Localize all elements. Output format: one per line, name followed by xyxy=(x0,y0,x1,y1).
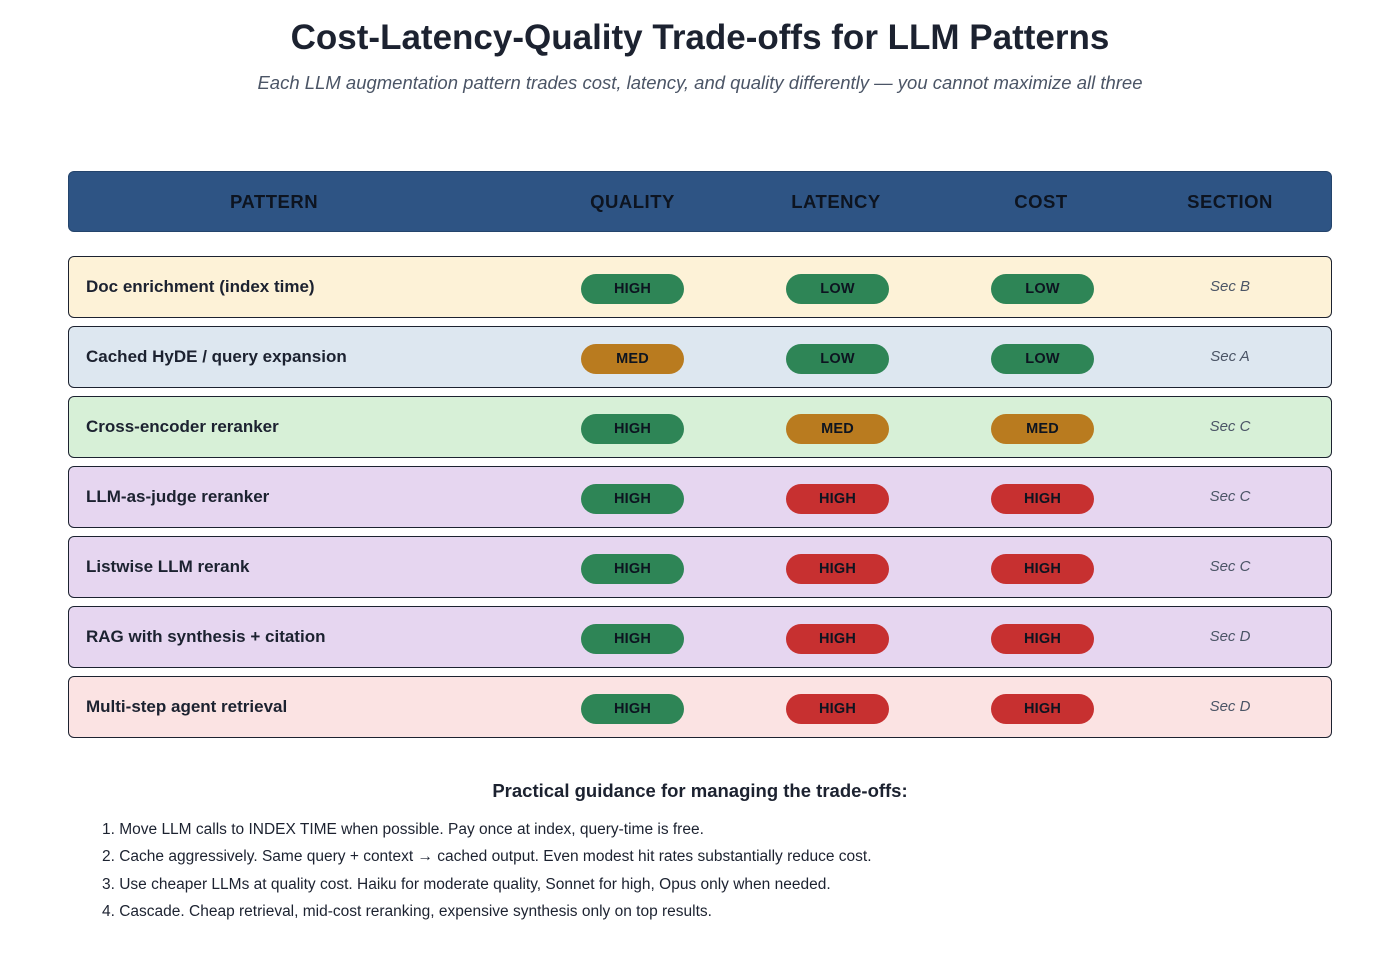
section-ref: Sec C xyxy=(1209,418,1251,435)
latency-badge: HIGH xyxy=(786,553,889,584)
table-row: Multi-step agent retrieval HIGH HIGH HIGH Se… xyxy=(68,676,1332,738)
header-quality: QUALITY xyxy=(590,191,675,212)
page-subtitle: Each LLM augmentation pattern trades cos… xyxy=(257,72,1143,93)
latency-badge: HIGH xyxy=(786,693,889,724)
quality-badge: HIGH xyxy=(581,413,684,444)
pattern-name: Cached HyDE / query expansion xyxy=(86,347,347,366)
header-cost: COST xyxy=(1014,191,1068,212)
latency-badge: HIGH xyxy=(786,623,889,654)
guidance-item: 4. Cascade. Cheap retrieval, mid-cost re… xyxy=(102,902,712,920)
guidance-title: Practical guidance for managing the trad… xyxy=(492,780,908,801)
quality-badge: HIGH xyxy=(581,693,684,724)
table-rows: Doc enrichment (index time) HIGH LOW LOW Sec… xyxy=(68,256,1332,746)
quality-badge: MED xyxy=(581,343,684,374)
pattern-name: Listwise LLM rerank xyxy=(86,557,250,576)
section-ref: Sec B xyxy=(1209,278,1251,295)
quality-badge: HIGH xyxy=(581,483,684,514)
table-row: Cross-encoder reranker HIGH MED MED Sec C xyxy=(68,396,1332,458)
cost-badge: MED xyxy=(991,413,1094,444)
section-ref: Sec C xyxy=(1209,558,1251,575)
pattern-name: Multi-step agent retrieval xyxy=(86,697,288,716)
table-row: LLM-as-judge reranker HIGH HIGH HIGH Sec C xyxy=(68,466,1332,528)
latency-badge: HIGH xyxy=(786,483,889,514)
guidance-item: 2. Cache aggressively. Same query + cont… xyxy=(102,848,872,866)
table-row: Cached HyDE / query expansion MED LOW LOW Se… xyxy=(68,326,1332,388)
section-ref: Sec D xyxy=(1209,698,1251,715)
page-title: Cost-Latency-Quality Trade-offs for LLM … xyxy=(290,18,1110,57)
latency-badge: LOW xyxy=(786,343,889,374)
latency-badge: MED xyxy=(786,413,889,444)
cost-badge: LOW xyxy=(991,343,1094,374)
section-ref: Sec D xyxy=(1209,628,1251,645)
cost-badge: HIGH xyxy=(991,623,1094,654)
latency-badge: LOW xyxy=(786,273,889,304)
header-pattern: PATTERN xyxy=(229,191,319,212)
quality-badge: HIGH xyxy=(581,273,684,304)
guidance-item: 3. Use cheaper LLMs at quality cost. Hai… xyxy=(102,875,831,893)
section-ref: Sec A xyxy=(1210,348,1250,365)
pattern-name: Cross-encoder reranker xyxy=(86,417,279,436)
table-header: PATTERN QUALITY LATENCY COST SECTION xyxy=(68,171,1332,232)
header-section: SECTION xyxy=(1187,191,1273,212)
guidance-item: 1. Move LLM calls to INDEX TIME when pos… xyxy=(102,821,704,838)
cost-badge: HIGH xyxy=(991,553,1094,584)
pattern-name: RAG with synthesis + citation xyxy=(86,627,326,646)
quality-badge: HIGH xyxy=(581,553,684,584)
table-row: RAG with synthesis + citation HIGH HIGH HIG… xyxy=(68,606,1332,668)
section-ref: Sec C xyxy=(1209,488,1251,505)
cost-badge: LOW xyxy=(991,273,1094,304)
pattern-name: Doc enrichment (index time) xyxy=(86,277,315,296)
cost-badge: HIGH xyxy=(991,693,1094,724)
table-row: Listwise LLM rerank HIGH HIGH HIGH Sec C xyxy=(68,536,1332,598)
header-latency: LATENCY xyxy=(791,191,881,212)
pattern-name: LLM-as-judge reranker xyxy=(86,487,270,506)
quality-badge: HIGH xyxy=(581,623,684,654)
cost-badge: HIGH xyxy=(991,483,1094,514)
table-row: Doc enrichment (index time) HIGH LOW LOW Sec… xyxy=(68,256,1332,318)
guidance-list: 1. Move LLM calls to INDEX TIME when pos… xyxy=(102,819,1302,928)
